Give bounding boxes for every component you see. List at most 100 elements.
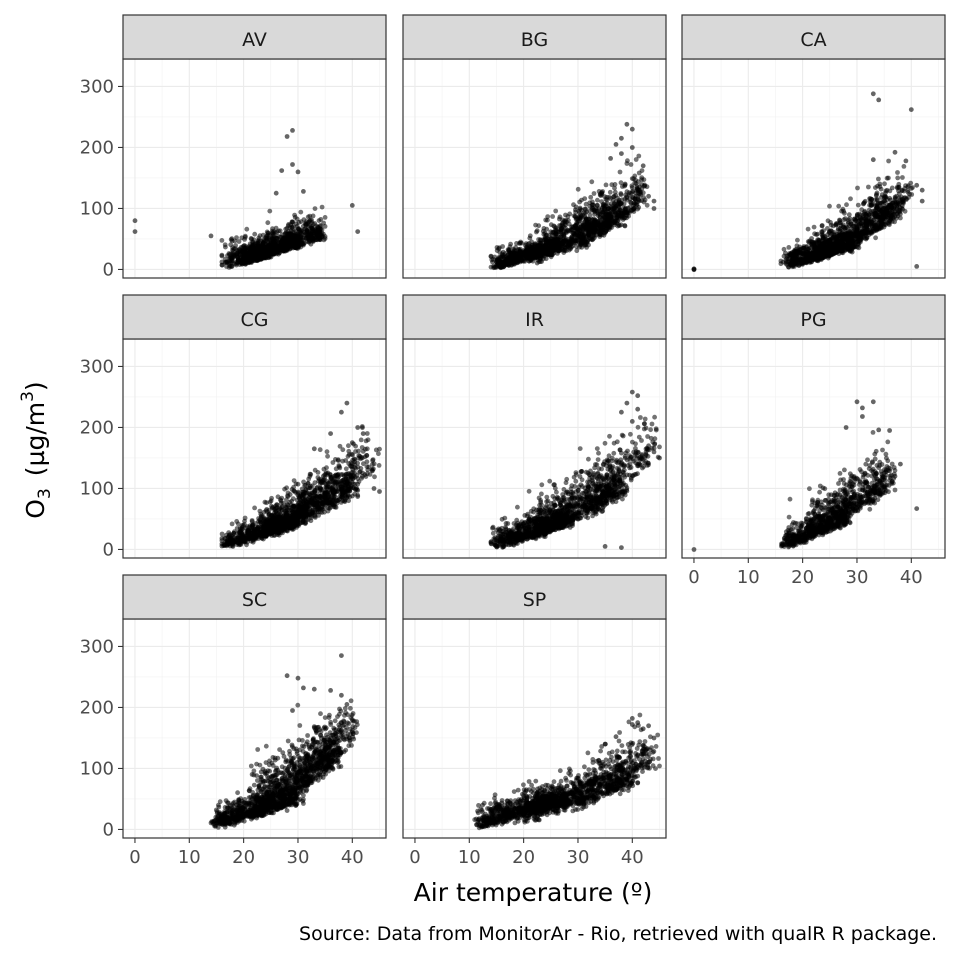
scatter-point — [789, 251, 794, 256]
scatter-point — [827, 251, 832, 256]
scatter-point — [841, 209, 846, 214]
scatter-point — [542, 226, 547, 231]
scatter-point — [920, 188, 925, 193]
scatter-point — [855, 186, 860, 191]
scatter-point — [880, 211, 885, 216]
scatter-point — [591, 216, 596, 221]
scatter-point — [220, 532, 225, 537]
scatter-point — [576, 227, 581, 232]
scatter-point — [501, 260, 506, 265]
scatter-point — [920, 199, 925, 204]
scatter-point — [886, 176, 891, 181]
scatter-point — [220, 238, 225, 243]
scatter-point — [630, 145, 635, 150]
facet-panel-ca: CA — [682, 15, 945, 278]
scatter-point — [236, 522, 241, 527]
scatter-point — [588, 195, 593, 200]
scatter-point — [265, 230, 270, 235]
scatter-point — [829, 223, 834, 228]
scatter-point — [897, 185, 902, 190]
scatter-point — [864, 218, 869, 223]
scatter-point — [253, 256, 258, 261]
scatter-point — [595, 198, 600, 203]
scatter-point — [539, 259, 544, 264]
scatter-point — [868, 228, 873, 233]
scatter-point — [836, 204, 841, 209]
scatter-point — [264, 248, 269, 253]
scatter-point — [529, 240, 534, 245]
y-tick-label: 200 — [80, 137, 114, 158]
scatter-point — [873, 223, 878, 228]
scatter-point — [893, 195, 898, 200]
scatter-point — [320, 234, 325, 239]
scatter-point — [806, 247, 811, 252]
chart-caption: Source: Data from MonitorAr - Rio, retri… — [299, 923, 937, 945]
scatter-point — [612, 202, 617, 207]
scatter-point — [806, 255, 811, 260]
scatter-point — [875, 191, 880, 196]
scatter-point — [894, 216, 899, 221]
scatter-point — [519, 250, 524, 255]
scatter-point — [784, 262, 789, 267]
scatter-point — [799, 261, 804, 266]
scatter-point — [850, 231, 855, 236]
scatter-point — [624, 210, 629, 215]
scatter-point — [239, 235, 244, 240]
scatter-point — [625, 122, 630, 127]
scatter-point — [500, 253, 505, 258]
scatter-point — [871, 91, 876, 96]
facet-panel-bg: BG — [403, 15, 666, 278]
scatter-point — [692, 267, 697, 272]
scatter-point — [779, 261, 784, 266]
scatter-point — [582, 227, 587, 232]
scatter-point — [513, 259, 518, 264]
scatter-point — [630, 183, 635, 188]
scatter-point — [320, 205, 325, 210]
scatter-point — [538, 241, 543, 246]
scatter-point — [313, 206, 318, 211]
scatter-point — [220, 260, 225, 265]
scatter-point — [562, 233, 567, 238]
scatter-point — [298, 210, 303, 215]
scatter-point — [593, 209, 598, 214]
scatter-point — [238, 536, 243, 541]
scatter-point — [797, 247, 802, 252]
scatter-point — [914, 183, 919, 188]
scatter-point — [645, 203, 650, 208]
facet-strip-label: AV — [242, 29, 267, 51]
scatter-point — [290, 220, 295, 225]
scatter-point — [228, 242, 233, 247]
scatter-point — [592, 191, 597, 196]
scatter-point — [587, 217, 592, 222]
scatter-point — [849, 221, 854, 226]
scatter-point — [527, 259, 532, 264]
scatter-point — [889, 204, 894, 209]
scatter-point — [879, 187, 884, 192]
scatter-point — [642, 183, 647, 188]
scatter-point — [827, 238, 832, 243]
scatter-point — [897, 208, 902, 213]
scatter-point — [900, 203, 905, 208]
scatter-point — [267, 209, 272, 214]
scatter-point — [871, 157, 876, 162]
scatter-point — [876, 214, 881, 219]
scatter-point — [508, 244, 513, 249]
scatter-point — [632, 174, 637, 179]
scatter-point — [270, 230, 275, 235]
scatter-point — [815, 232, 820, 237]
scatter-point — [209, 234, 214, 239]
scatter-point — [553, 209, 558, 214]
scatter-point — [801, 251, 806, 256]
scatter-point — [220, 538, 225, 543]
scatter-point — [252, 232, 257, 237]
scatter-point — [809, 260, 814, 265]
scatter-point — [834, 221, 839, 226]
scatter-point — [278, 243, 283, 248]
scatter-point — [608, 215, 613, 220]
scatter-point — [827, 204, 832, 209]
scatter-point — [256, 238, 261, 243]
scatter-point — [244, 227, 249, 232]
scatter-point — [879, 225, 884, 230]
scatter-point — [604, 183, 609, 188]
